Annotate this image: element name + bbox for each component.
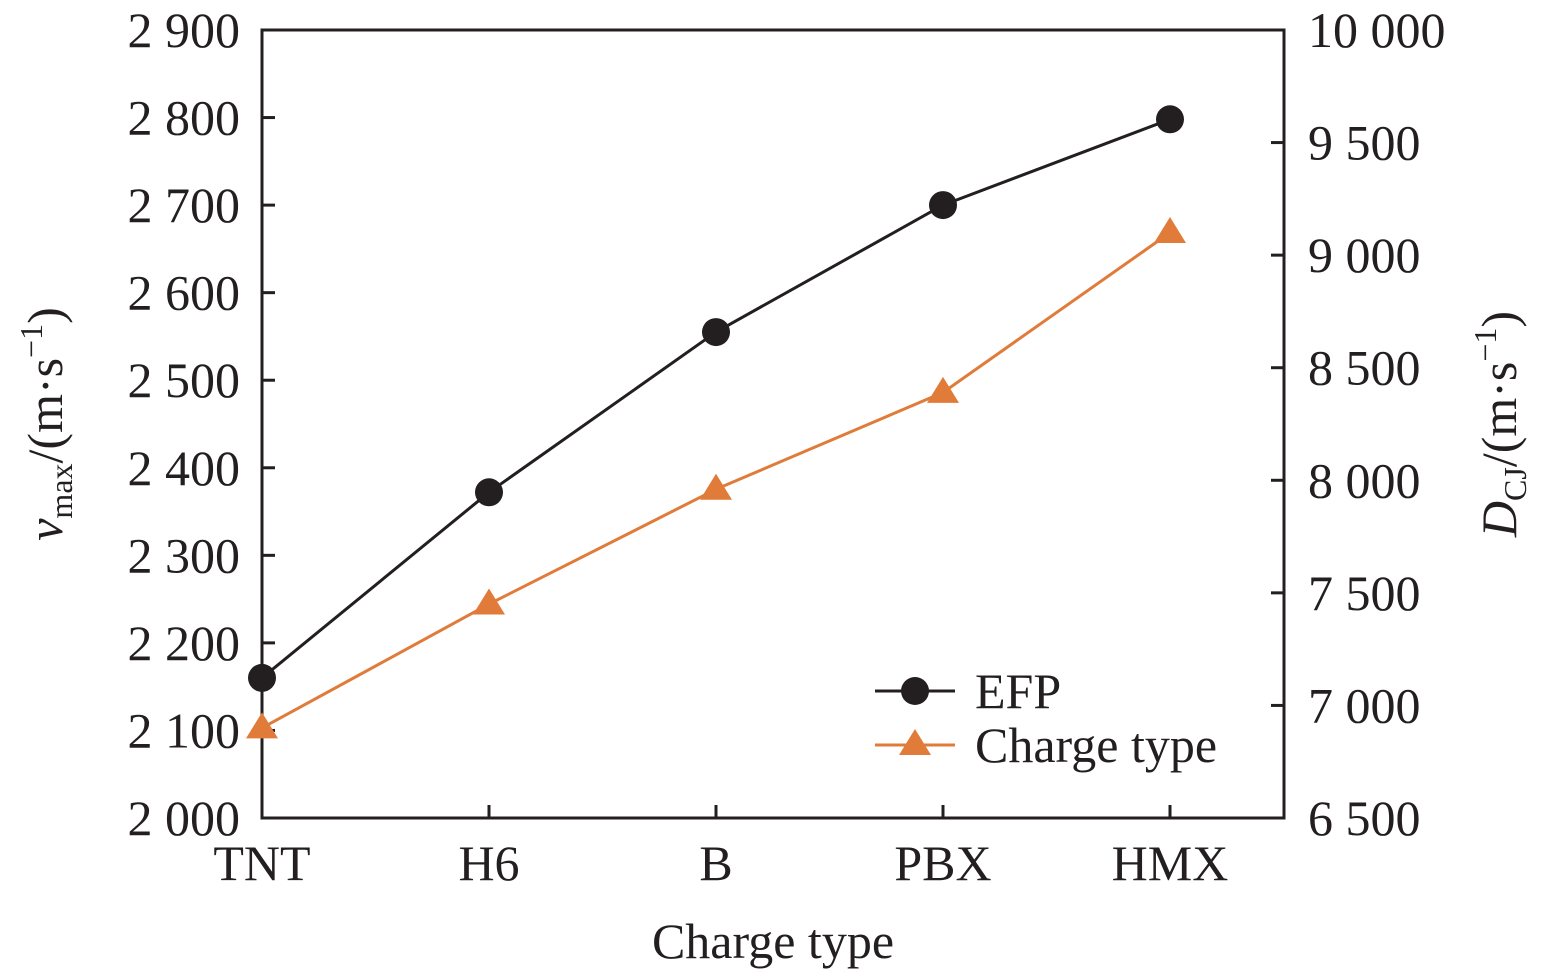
left-axis-tick-label: 2 700 <box>128 177 241 233</box>
right-axis-tick-label: 7 500 <box>1308 565 1421 621</box>
right-axis-title-unit: /(m·s <box>1471 362 1527 468</box>
left-axis-tick-label: 2 600 <box>128 265 241 321</box>
data-point-charge-type <box>246 712 278 739</box>
right-axis-tick-label: 8 500 <box>1308 340 1421 396</box>
series-line-efp <box>261 117 1171 680</box>
x-axis-tick-label: B <box>699 835 732 891</box>
x-axis-tick-label: TNT <box>213 835 310 891</box>
left-axis-tick-label: 2 500 <box>128 352 241 408</box>
legend-efp-marker <box>901 677 929 705</box>
right-axis-title: DCJ/(m·s−1) <box>1467 311 1533 538</box>
series-layer <box>246 105 1186 739</box>
data-point-efp <box>475 478 503 507</box>
legend-charge-type-label: Charge type <box>975 717 1217 773</box>
left-axis-tick-label: 2 400 <box>128 440 241 496</box>
right-axis-title-sub: CJ <box>1497 467 1533 501</box>
right-axis-title-sup: −1 <box>1467 328 1503 362</box>
data-point-charge-type <box>1154 217 1186 244</box>
left-axis-tick-label: 2 300 <box>128 527 241 583</box>
left-axis-tick-label: 2 900 <box>128 2 241 58</box>
left-axis-tick-label: 2 200 <box>128 615 241 671</box>
left-axis-title-sup: −1 <box>13 324 49 358</box>
right-axis-tick-label: 6 500 <box>1308 790 1421 846</box>
legend-charge-type-marker <box>899 729 931 755</box>
right-axis-title-close: ) <box>1471 311 1527 328</box>
data-point-charge-type <box>700 473 732 500</box>
left-axis-title: vmax/(m·s−1) <box>13 307 79 541</box>
legend-efp-label: EFP <box>975 663 1061 719</box>
left-axis-tick-label: 2 800 <box>128 90 241 146</box>
x-axis-tick-label: PBX <box>894 835 991 891</box>
right-axis-tick-label: 9 000 <box>1308 227 1421 283</box>
left-axis-tick-label: 2 000 <box>128 790 241 846</box>
right-axis-title-main: D <box>1471 501 1527 538</box>
left-axis-title-unit: /(m·s <box>17 358 73 464</box>
x-axis-tick-label: HMX <box>1112 835 1229 891</box>
left-axis-title-close: ) <box>17 307 73 324</box>
right-axis-tick-label: 10 000 <box>1308 2 1446 58</box>
data-point-charge-type <box>927 376 959 403</box>
data-point-efp <box>1156 105 1184 134</box>
left-axis-tick-label: 2 100 <box>128 702 241 758</box>
data-point-charge-type <box>473 588 505 615</box>
plot-frame <box>260 28 1286 820</box>
right-axis-tick-label: 9 500 <box>1308 115 1421 171</box>
ticks-layer: 2 000 2 100 2 200 2 300 2 400 2 500 2 600 2 700… <box>128 2 1446 891</box>
x-axis-tick-label: H6 <box>458 835 519 891</box>
right-axis-tick-label: 8 000 <box>1308 452 1421 508</box>
data-point-efp <box>248 663 276 692</box>
left-axis-title-sub: max <box>43 463 79 518</box>
left-axis-title-main: v <box>17 518 73 541</box>
data-point-efp <box>929 191 957 220</box>
legend: EFP Charge type <box>875 663 1217 773</box>
x-axis-title: Charge type <box>652 913 894 969</box>
right-axis-tick-label: 7 000 <box>1308 677 1421 733</box>
data-point-efp <box>702 318 730 347</box>
